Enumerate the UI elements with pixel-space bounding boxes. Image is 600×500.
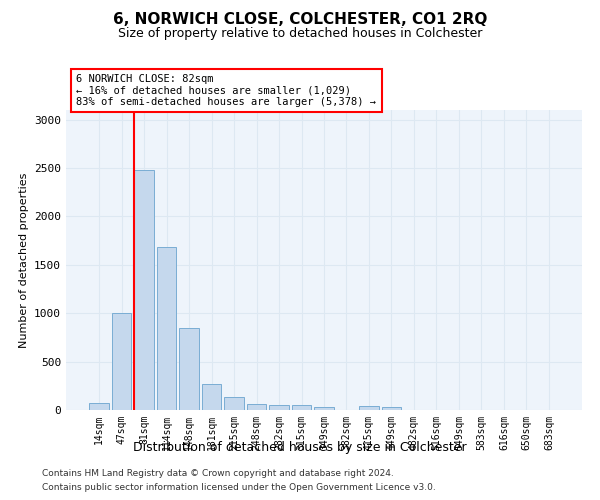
Bar	[157, 248, 176, 410]
Text: Size of property relative to detached houses in Colchester: Size of property relative to detached ho…	[118, 28, 482, 40]
Bar	[382, 407, 401, 410]
Bar	[179, 328, 199, 410]
Bar	[202, 384, 221, 410]
Y-axis label: Number of detached properties: Number of detached properties	[19, 172, 29, 348]
Bar	[314, 407, 334, 410]
Bar	[269, 405, 289, 410]
Bar	[134, 170, 154, 410]
Bar	[359, 406, 379, 410]
Text: Distribution of detached houses by size in Colchester: Distribution of detached houses by size …	[133, 441, 467, 454]
Bar	[292, 405, 311, 410]
Bar	[112, 313, 131, 410]
Bar	[89, 403, 109, 410]
Bar	[247, 404, 266, 410]
Text: Contains public sector information licensed under the Open Government Licence v3: Contains public sector information licen…	[42, 484, 436, 492]
Bar	[224, 398, 244, 410]
Text: 6, NORWICH CLOSE, COLCHESTER, CO1 2RQ: 6, NORWICH CLOSE, COLCHESTER, CO1 2RQ	[113, 12, 487, 28]
Text: Contains HM Land Registry data © Crown copyright and database right 2024.: Contains HM Land Registry data © Crown c…	[42, 468, 394, 477]
Text: 6 NORWICH CLOSE: 82sqm
← 16% of detached houses are smaller (1,029)
83% of semi-: 6 NORWICH CLOSE: 82sqm ← 16% of detached…	[76, 74, 376, 107]
